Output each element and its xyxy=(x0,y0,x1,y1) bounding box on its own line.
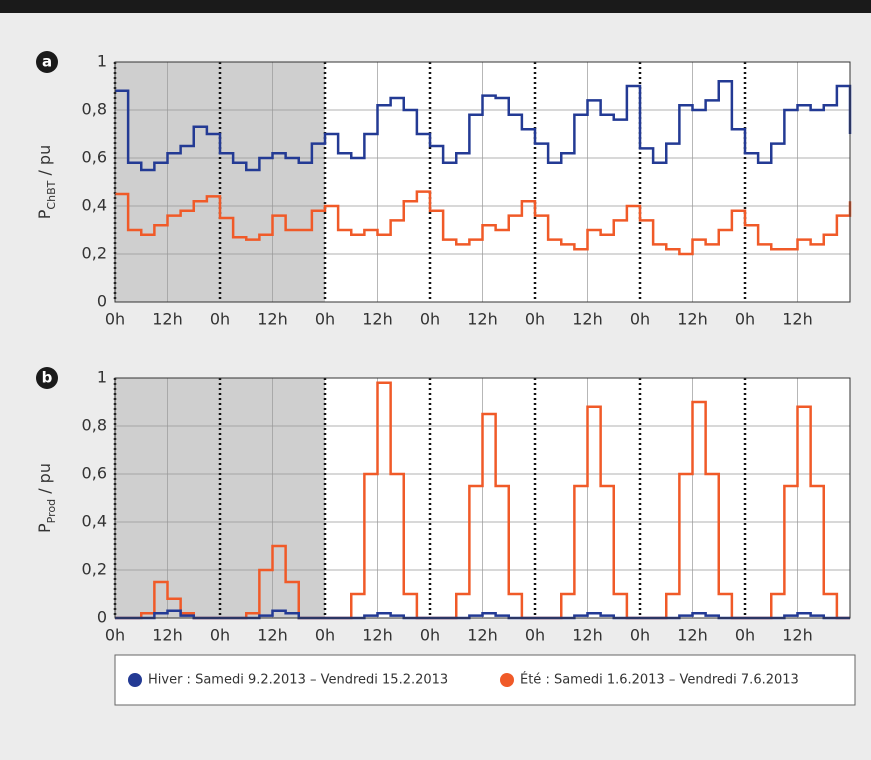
x-tick-label: 0h xyxy=(420,310,440,329)
x-tick-label: 0h xyxy=(735,626,755,645)
y-tick-label: 0 xyxy=(97,292,107,311)
x-tick-label: 12h xyxy=(257,310,288,329)
x-tick-label: 0h xyxy=(630,626,650,645)
plot-frame xyxy=(114,61,851,303)
panel-badge xyxy=(36,367,58,389)
x-tick-label: 0h xyxy=(420,626,440,645)
legend-label: Hiver : Samedi 9.2.2013 – Vendredi 15.2.… xyxy=(148,673,448,688)
y-label-sub: ChBT xyxy=(45,180,58,209)
x-tick-label: 0h xyxy=(210,626,230,645)
series-line xyxy=(115,381,850,620)
x-tick-label: 0h xyxy=(525,310,545,329)
x-tick-label: 0h xyxy=(210,310,230,329)
y-label-sub: Prod xyxy=(45,499,58,523)
y-axis-label: PProd / pu xyxy=(35,463,58,533)
y-tick-label: 0,8 xyxy=(82,416,107,435)
top-bar xyxy=(0,0,871,13)
x-tick-label: 0h xyxy=(105,626,125,645)
y-label-main: P xyxy=(35,523,54,533)
x-tick-label: 12h xyxy=(467,310,498,329)
x-tick-label: 12h xyxy=(152,626,183,645)
y-tick-label: 0,4 xyxy=(82,196,107,215)
x-tick-label: 0h xyxy=(315,310,335,329)
y-tick-label: 0,4 xyxy=(82,512,107,531)
y-tick-label: 1 xyxy=(97,52,107,71)
x-tick-label: 0h xyxy=(630,310,650,329)
y-axis-label: PChBT / pu xyxy=(35,145,58,219)
y-label-unit: / pu xyxy=(35,463,54,499)
y-tick-label: 0,8 xyxy=(82,100,107,119)
x-tick-label: 12h xyxy=(257,626,288,645)
plot-frame xyxy=(114,377,851,619)
y-tick-label: 0,6 xyxy=(82,464,107,483)
x-tick-label: 12h xyxy=(782,310,813,329)
x-tick-label: 12h xyxy=(467,626,498,645)
x-tick-label: 12h xyxy=(782,626,813,645)
y-tick-label: 0 xyxy=(97,608,107,627)
y-tick-label: 0,2 xyxy=(82,244,107,263)
y-label-main: P xyxy=(35,209,54,219)
x-tick-label: 12h xyxy=(362,310,393,329)
x-tick-label: 0h xyxy=(105,310,125,329)
x-tick-label: 0h xyxy=(315,626,335,645)
legend-box xyxy=(114,654,856,706)
panel-badge xyxy=(36,51,58,73)
legend-label: Été : Samedi 1.6.2013 – Vendredi 7.6.201… xyxy=(520,672,799,688)
x-tick-label: 0h xyxy=(735,310,755,329)
x-tick-label: 12h xyxy=(677,310,708,329)
x-tick-label: 12h xyxy=(677,626,708,645)
y-tick-label: 0,6 xyxy=(82,148,107,167)
legend-marker xyxy=(128,673,142,687)
panel-label: b xyxy=(42,369,53,387)
x-tick-label: 12h xyxy=(152,310,183,329)
panel-label: a xyxy=(42,53,52,71)
y-tick-label: 1 xyxy=(97,368,107,387)
legend-marker xyxy=(500,673,514,687)
series-line xyxy=(115,79,852,172)
y-label-unit: / pu xyxy=(35,145,54,181)
series-line xyxy=(115,190,852,256)
y-tick-label: 0,2 xyxy=(82,560,107,579)
x-tick-label: 0h xyxy=(525,626,545,645)
x-tick-label: 12h xyxy=(572,626,603,645)
x-tick-label: 12h xyxy=(362,626,393,645)
x-tick-label: 12h xyxy=(572,310,603,329)
